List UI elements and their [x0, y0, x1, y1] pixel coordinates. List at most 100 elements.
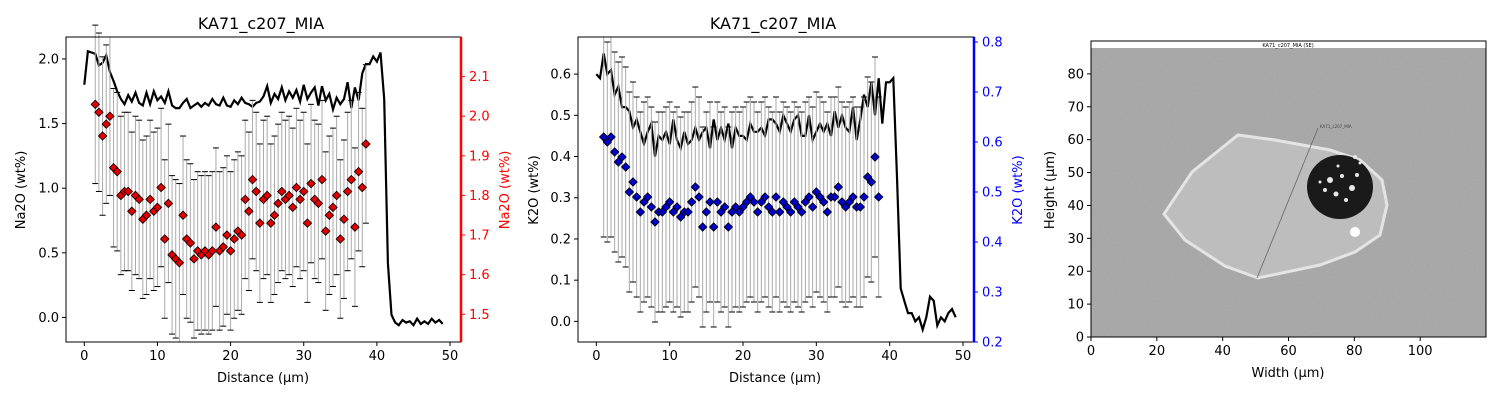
data-point [350, 222, 360, 232]
data-point [101, 119, 111, 129]
profile-line [83, 49, 444, 328]
y-tick-label: 2.0 [38, 52, 59, 67]
data-point [225, 246, 236, 256]
data-point [266, 218, 276, 228]
data-point [859, 192, 869, 202]
data-point [818, 197, 829, 207]
errorbar-group [600, 36, 882, 328]
right-y-tick-label: 1.8 [469, 189, 490, 204]
data-point [123, 186, 133, 197]
data-point [112, 166, 122, 177]
right-y-tick-label: 1.6 [469, 268, 490, 283]
x-tick-label: 30 [295, 349, 312, 364]
data-point [701, 207, 712, 217]
data-point [690, 182, 701, 192]
x-ticks: 0 10 20 30 40 50 [592, 342, 971, 364]
data-point [628, 177, 638, 187]
data-point [156, 182, 166, 193]
data-point [807, 202, 818, 212]
marker-group [90, 99, 371, 268]
data-point [320, 226, 331, 236]
y-tick-label: 0.3 [550, 191, 571, 206]
data-point [635, 207, 646, 217]
right-y-tick-label: 0.7 [982, 86, 1003, 101]
x-axis-label: Distance (µm) [729, 371, 821, 386]
data-point [866, 177, 877, 187]
data-point [189, 254, 199, 264]
data-point [848, 192, 858, 202]
profile-trace [1256, 127, 1319, 279]
data-point [178, 210, 188, 221]
panel-k2o: KA71_c207_MIA 0 10 20 30 40 50 0.00.10.20.30.… [527, 14, 1026, 386]
data-point [767, 207, 778, 217]
data-point [134, 194, 144, 205]
data-point [822, 207, 833, 217]
data-point [620, 162, 631, 172]
data-point [269, 210, 280, 221]
x-tick-label: 80 [1346, 344, 1363, 359]
right-y-tick-label: 1.7 [469, 229, 490, 244]
y-tick-label: 20 [1067, 265, 1084, 280]
y-tick-label: 0.1 [550, 274, 571, 289]
y-ticks: 0.0 0.1 0.2 0.3 0.4 0.5 0.6 [550, 68, 578, 330]
data-point [672, 202, 682, 212]
x-tick-label: 20 [222, 349, 239, 364]
data-point [211, 222, 221, 232]
data-point [284, 190, 294, 201]
y-tick-label: 30 [1067, 232, 1084, 247]
data-point [705, 197, 715, 207]
right-y-tick-label: 2.1 [469, 70, 490, 85]
y-axis-label: Height (µm) [1043, 151, 1058, 229]
y-tick-label: 60 [1067, 133, 1084, 148]
right-y-tick-label: 0.8 [982, 36, 1003, 51]
x-tick-label: 20 [735, 349, 752, 364]
y-tick-label: 0.5 [38, 246, 59, 261]
data-point [855, 202, 866, 212]
data-point [251, 186, 261, 197]
y-tick-label: 0.2 [550, 232, 571, 247]
x-ticks: 0 20 40 60 80 100 [1087, 337, 1433, 359]
x-tick-label: 50 [955, 349, 972, 364]
data-point [335, 234, 346, 244]
data-point [218, 242, 229, 252]
x-tick-label: 100 [1408, 344, 1433, 359]
right-y-tick-label: 2.0 [469, 110, 490, 125]
y-tick-label: 0.0 [550, 315, 571, 330]
data-point [749, 197, 759, 207]
data-point [617, 152, 627, 162]
y-tick-label: 80 [1067, 67, 1084, 82]
data-point [804, 192, 814, 202]
data-point [277, 186, 287, 197]
data-point [796, 207, 807, 217]
right-y-tick-label: 0.3 [982, 286, 1003, 301]
data-point [752, 207, 763, 217]
data-point [295, 194, 305, 205]
data-point [712, 197, 723, 207]
right-y-tick-label: 1.9 [469, 149, 490, 164]
data-point [313, 198, 324, 209]
errorbar-group [92, 24, 369, 343]
data-point [244, 206, 254, 217]
data-point [361, 139, 371, 149]
data-point [719, 202, 730, 212]
y-tick-label: 0 [1076, 331, 1084, 346]
data-point [771, 192, 781, 202]
y-tick-label: 1.5 [38, 117, 59, 132]
data-point [302, 218, 313, 228]
data-point [642, 192, 653, 202]
right-y-tick-label: 0.2 [982, 336, 1003, 351]
data-point [90, 99, 101, 110]
data-point [306, 178, 316, 189]
data-point [833, 182, 844, 192]
data-point [317, 174, 327, 185]
marker-group [598, 132, 884, 232]
x-tick-label: 10 [149, 349, 166, 364]
x-tick-label: 30 [808, 349, 825, 364]
y-tick-label: 40 [1067, 199, 1084, 214]
y-tick-label: 0.5 [550, 109, 571, 124]
bright-spot [1350, 227, 1360, 237]
data-point [174, 258, 185, 268]
y-axis-label: Na2O (wt%) [14, 151, 29, 230]
y-tick-label: 0.0 [38, 311, 59, 326]
x-axis-label: Width (µm) [1252, 366, 1325, 381]
